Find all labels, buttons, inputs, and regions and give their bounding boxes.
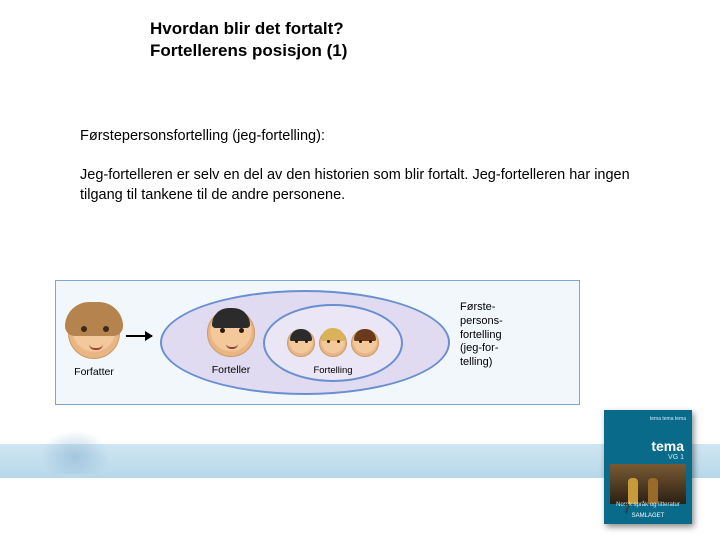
page-number: 7 — [623, 501, 630, 516]
author-label: Forfatter — [68, 366, 120, 378]
book-publisher: SAMLAGET — [604, 512, 692, 520]
diagram-side-label: Første- persons- fortelling (jeg-for- te… — [460, 301, 503, 370]
book-edition: VG 1 — [668, 454, 684, 461]
footer-watermark-icon — [40, 430, 110, 474]
character-face-icon — [319, 329, 347, 357]
body-text: Jeg-fortelleren er selv en del av den hi… — [80, 166, 665, 205]
arrow-icon — [126, 335, 152, 337]
title-line-1: Hvordan blir det fortalt? — [150, 18, 347, 40]
character-face-icon — [287, 329, 315, 357]
subheading: Førstepersonsfortelling (jeg-fortelling)… — [80, 128, 325, 144]
book-cover: tema tema tema tema VG 1 Norsk språk og … — [604, 410, 692, 524]
narrator-diagram: Forfatter Forteller Fortelling Første- p… — [55, 280, 580, 405]
author-face-icon — [68, 307, 120, 359]
slide-title: Hvordan blir det fortalt? Fortellerens p… — [150, 18, 347, 62]
book-accent: tema tema tema — [650, 416, 686, 422]
title-line-2: Fortellerens posisjon (1) — [150, 40, 347, 62]
story-oval: Forteller Fortelling — [160, 290, 450, 395]
author-block: Forfatter — [68, 307, 120, 378]
book-subtitle: Norsk språk og litteratur — [604, 502, 692, 508]
book-title: tema — [651, 438, 684, 454]
teller-label: Forteller — [207, 364, 255, 376]
teller-block: Forteller — [207, 309, 255, 376]
teller-face-icon — [207, 309, 255, 357]
character-face-icon — [351, 329, 379, 357]
inner-story-oval: Fortelling — [263, 304, 403, 382]
inner-label: Fortelling — [313, 365, 352, 376]
book-photo-icon — [610, 464, 686, 504]
